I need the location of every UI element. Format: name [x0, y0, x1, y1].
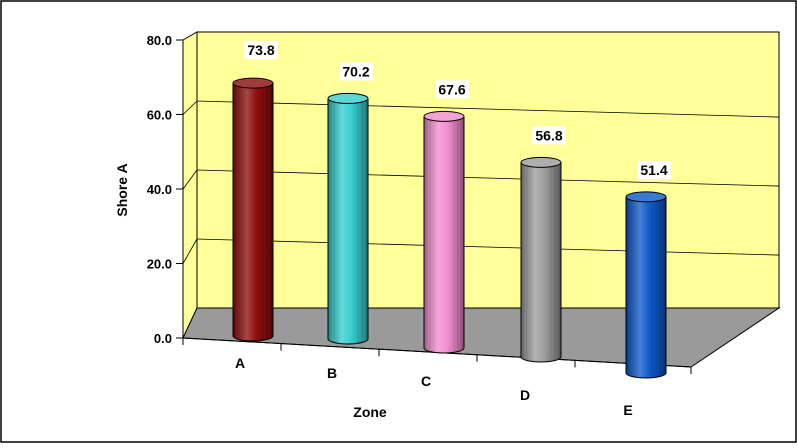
x-tick-label: E	[623, 402, 632, 418]
x-tick-label: C	[421, 373, 431, 389]
gridline	[182, 238, 198, 264]
gridline	[182, 100, 198, 115]
data-label-text: 56.8	[535, 127, 562, 143]
data-label-bg	[339, 62, 373, 81]
data-label-A: 73.8	[244, 41, 278, 60]
data-label-text: 73.8	[247, 42, 274, 58]
x-tick-label: D	[520, 387, 530, 403]
data-label-D: 56.8	[532, 126, 566, 145]
bar-A	[232, 77, 274, 342]
gridline	[196, 238, 780, 256]
data-label-bg	[435, 80, 469, 99]
data-label-bg	[244, 41, 278, 60]
data-label-bg	[532, 126, 566, 145]
gridline	[182, 169, 198, 190]
x-axis-label: Zone	[353, 404, 387, 420]
y-axis-label: Shore A	[114, 163, 130, 216]
y-tick-label: 40.0	[147, 182, 172, 197]
bar-B	[327, 92, 369, 345]
y-tick-label: 80.0	[147, 33, 172, 48]
bar-E	[625, 191, 667, 379]
x-tick-label: B	[327, 365, 337, 381]
bar-top	[625, 191, 667, 203]
bar-C	[423, 110, 465, 354]
data-label-bg	[637, 160, 671, 179]
bar-top	[520, 156, 562, 168]
side-wall	[182, 31, 198, 339]
data-label-E: 51.4	[637, 160, 671, 179]
bar-top	[423, 110, 465, 122]
bar-top	[232, 77, 274, 89]
bar-top	[327, 92, 369, 104]
bar-D	[520, 156, 562, 363]
y-tick-label: 0.0	[154, 331, 172, 346]
y-tick-label: 60.0	[147, 108, 172, 123]
x-tick-label: A	[235, 355, 245, 371]
back-wall	[196, 31, 780, 309]
y-tick-label: 20.0	[147, 257, 172, 272]
data-label-text: 67.6	[438, 81, 465, 97]
data-label-B: 70.2	[339, 62, 373, 81]
gridline	[196, 169, 780, 187]
data-label-text: 70.2	[342, 63, 369, 79]
data-label-text: 51.4	[640, 162, 667, 178]
gridline	[196, 100, 780, 118]
data-label-C: 67.6	[435, 80, 469, 99]
